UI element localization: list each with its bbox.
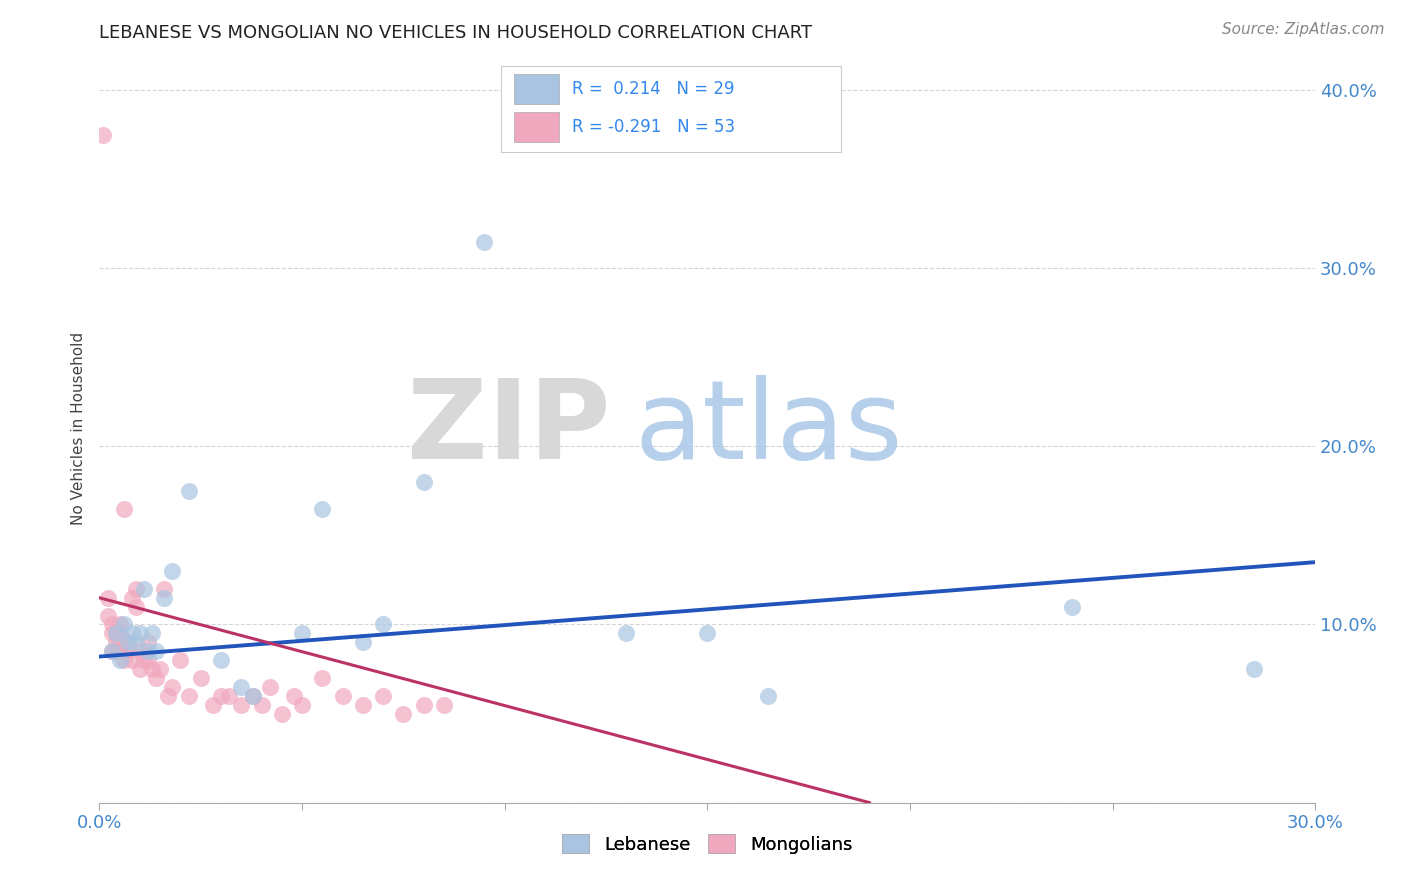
Point	[117, 635, 139, 649]
Point	[96, 591, 118, 605]
Point	[283, 689, 305, 703]
Point	[108, 617, 131, 632]
Point	[112, 653, 135, 667]
Point	[104, 644, 127, 658]
Point	[242, 689, 264, 703]
Point	[125, 599, 148, 614]
Point	[136, 635, 159, 649]
Point	[209, 653, 232, 667]
Point	[125, 635, 148, 649]
Point	[169, 653, 191, 667]
Point	[392, 706, 415, 721]
Point	[242, 689, 264, 703]
Point	[162, 680, 184, 694]
Point	[371, 689, 394, 703]
Point	[153, 582, 176, 596]
Point	[100, 644, 122, 658]
Point	[136, 653, 159, 667]
Point	[104, 626, 127, 640]
Point	[291, 698, 314, 712]
Point	[231, 680, 253, 694]
Point	[96, 608, 118, 623]
Point	[259, 680, 281, 694]
Point	[112, 501, 135, 516]
Point	[1243, 662, 1265, 676]
Legend: Lebanese, Mongolians: Lebanese, Mongolians	[555, 827, 859, 861]
Point	[112, 644, 135, 658]
Point	[132, 582, 155, 596]
Point	[117, 644, 139, 658]
Point	[136, 644, 159, 658]
Point	[157, 689, 180, 703]
Point	[1060, 599, 1083, 614]
Point	[104, 626, 127, 640]
Point	[177, 483, 200, 498]
Point	[311, 501, 333, 516]
Point	[108, 635, 131, 649]
Point	[141, 626, 163, 640]
Point	[162, 564, 184, 578]
Point	[100, 626, 122, 640]
Point	[412, 698, 434, 712]
Point	[474, 235, 496, 249]
Point	[177, 689, 200, 703]
Point	[100, 617, 122, 632]
Point	[201, 698, 224, 712]
Point	[129, 662, 152, 676]
Point	[145, 644, 167, 658]
Point	[218, 689, 240, 703]
Point	[291, 626, 314, 640]
Point	[132, 653, 155, 667]
Y-axis label: No Vehicles in Household: No Vehicles in Household	[72, 332, 86, 525]
Point	[614, 626, 637, 640]
Point	[371, 617, 394, 632]
Point	[141, 662, 163, 676]
Point	[100, 644, 122, 658]
Point	[125, 582, 148, 596]
Text: ZIP: ZIP	[406, 376, 610, 482]
Point	[209, 689, 232, 703]
Point	[104, 635, 127, 649]
Point	[352, 635, 374, 649]
Point	[108, 653, 131, 667]
Point	[108, 644, 131, 658]
Point	[311, 671, 333, 685]
Point	[129, 644, 152, 658]
Point	[332, 689, 354, 703]
Point	[121, 653, 143, 667]
Text: Source: ZipAtlas.com: Source: ZipAtlas.com	[1222, 22, 1385, 37]
Point	[433, 698, 456, 712]
Point	[117, 635, 139, 649]
Point	[149, 662, 172, 676]
Point	[756, 689, 779, 703]
Point	[231, 698, 253, 712]
Point	[93, 128, 115, 142]
Point	[190, 671, 212, 685]
Point	[145, 671, 167, 685]
Point	[121, 591, 143, 605]
Point	[352, 698, 374, 712]
Text: atlas: atlas	[634, 376, 903, 482]
Point	[270, 706, 292, 721]
Point	[112, 617, 135, 632]
Point	[153, 591, 176, 605]
Point	[696, 626, 718, 640]
Point	[129, 626, 152, 640]
Point	[108, 626, 131, 640]
Text: LEBANESE VS MONGOLIAN NO VEHICLES IN HOUSEHOLD CORRELATION CHART: LEBANESE VS MONGOLIAN NO VEHICLES IN HOU…	[100, 24, 813, 42]
Point	[412, 475, 434, 489]
Point	[121, 626, 143, 640]
Point	[250, 698, 273, 712]
